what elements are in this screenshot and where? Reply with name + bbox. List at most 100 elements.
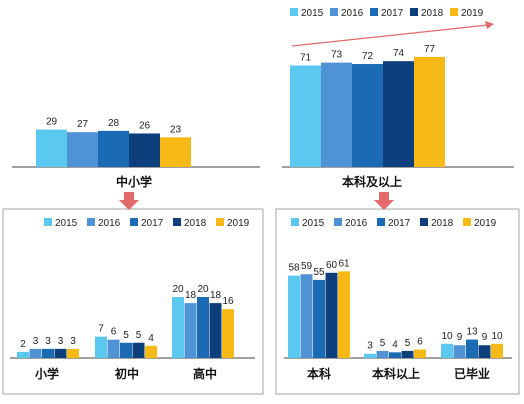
bottom-left-value-label-初中-2015: 7 (98, 324, 104, 335)
bottom-right-bar-本科-2017 (313, 279, 325, 358)
bottom-right-bar-已毕业-2016 (453, 345, 466, 358)
bottom-left-bar-高中-2019 (222, 309, 234, 358)
top-left-value-label-中小学-2016: 27 (77, 119, 89, 130)
top-left-category-label-0: 中小学 (116, 174, 152, 189)
top-right-bar-本科及以上-2016 (321, 62, 352, 167)
down-arrow-right (374, 192, 394, 210)
bottom-right-value-label-本科以上-2019: 6 (417, 336, 423, 347)
top-left-bar-中小学-2019 (160, 137, 191, 167)
bottom-right-value-label-本科-2017: 55 (313, 267, 325, 278)
bottom-right-legend-label-2015: 2015 (302, 218, 325, 229)
top-left-value-label-中小学-2018: 26 (139, 120, 151, 131)
bottom-right-value-label-已毕业-2018: 9 (482, 332, 488, 343)
bottom-left-value-label-高中-2017: 20 (197, 284, 209, 295)
bottom-left-bar-小学-2018 (54, 348, 67, 358)
bottom-right-legend-label-2019: 2019 (474, 218, 497, 229)
bottom-right-value-label-已毕业-2019: 10 (491, 331, 503, 342)
bottom-left-value-label-小学-2017: 3 (45, 336, 51, 347)
bottom-left-bar-小学-2019 (67, 348, 79, 358)
top-left-bar-中小学-2016 (67, 132, 98, 167)
bottom-right-value-label-本科以上-2017: 4 (392, 339, 398, 350)
bottom-right-category-label-0: 本科 (307, 366, 331, 381)
bottom-right-value-label-本科以上-2018: 5 (405, 338, 411, 349)
top-left-bar-中小学-2018 (129, 133, 160, 167)
bottom-right-value-label-本科-2015: 58 (288, 263, 300, 274)
bottom-left-value-label-高中-2015: 20 (172, 284, 184, 295)
bottom-left-category-label-2: 高中 (193, 366, 217, 381)
bottom-left-bar-小学-2015 (17, 351, 29, 358)
bottom-right-bar-本科以上-2019 (414, 349, 426, 358)
bottom-left-value-label-小学-2018: 3 (58, 336, 64, 347)
bottom-left-legend-swatch-2015 (44, 218, 52, 226)
bottom-left-legend-label-2018: 2018 (184, 218, 207, 229)
bottom-right-bar-已毕业-2018 (478, 345, 491, 358)
bottom-right-value-label-本科-2019: 61 (338, 258, 350, 269)
bottom-right-value-label-已毕业-2016: 9 (457, 332, 463, 343)
panel-frame-right (275, 208, 520, 395)
bottom-left-bar-初中-2015 (95, 336, 107, 358)
bottom-left-value-label-小学-2015: 2 (20, 339, 26, 350)
top-right-legend-label-2018: 2018 (421, 8, 444, 19)
top-left-value-label-中小学-2015: 29 (46, 117, 58, 128)
bottom-left-bar-高中-2016 (184, 303, 197, 358)
bottom-right-value-label-本科-2016: 59 (301, 261, 313, 272)
bottom-left-bar-初中-2018 (132, 342, 145, 358)
bottom-right-bar-已毕业-2015 (441, 343, 453, 358)
top-right-bar-本科及以上-2019 (414, 56, 445, 167)
bottom-left-legend-label-2017: 2017 (141, 218, 164, 229)
bottom-right-legend-label-2016: 2016 (345, 218, 368, 229)
bottom-left-bar-小学-2017 (42, 348, 54, 358)
bottom-right-category-label-2: 已毕业 (454, 366, 490, 381)
top-right-legend-swatch-2019 (450, 8, 458, 16)
bottom-left-value-label-初中-2017: 5 (123, 330, 129, 341)
bottom-left-value-label-小学-2016: 3 (33, 336, 39, 347)
top-right-trend-arrow-head (485, 21, 494, 29)
bottom-right-value-label-本科以上-2016: 5 (380, 338, 386, 349)
top-right-bar-本科及以上-2018 (383, 61, 414, 167)
top-right-category-label-0: 本科及以上 (342, 174, 402, 189)
top-right-trend-arrow-line (291, 24, 489, 47)
bottom-left-legend-label-2015: 2015 (55, 218, 78, 229)
bottom-left-value-label-初中-2018: 5 (136, 330, 142, 341)
bottom-left-bar-高中-2018 (209, 303, 222, 358)
top-right-value-label-本科及以上-2017: 72 (362, 51, 374, 62)
bottom-left-category-label-0: 小学 (35, 366, 59, 381)
bottom-left-bar-高中-2015 (172, 297, 184, 358)
bottom-right-bar-本科以上-2016 (376, 350, 389, 358)
bottom-left-legend-swatch-2017 (130, 218, 138, 226)
top-right-legend-swatch-2018 (410, 8, 418, 16)
down-arrow-left (119, 192, 139, 210)
bottom-right-legend-swatch-2017 (377, 218, 385, 226)
bottom-left-bar-初中-2017 (120, 342, 132, 358)
bottom-left-bar-高中-2017 (197, 297, 209, 358)
bottom-left-value-label-小学-2019: 3 (70, 336, 76, 347)
bottom-right-bar-本科-2019 (338, 271, 350, 358)
bottom-left-bar-小学-2016 (29, 348, 42, 358)
bottom-right-value-label-本科以上-2015: 3 (367, 341, 373, 352)
bottom-right-legend-swatch-2016 (334, 218, 342, 226)
bottom-left-bar-初中-2016 (107, 339, 120, 358)
bottom-right-legend-swatch-2015 (291, 218, 299, 226)
top-right-legend-label-2015: 2015 (301, 8, 324, 19)
bottom-left-category-label-1: 初中 (115, 366, 139, 381)
top-right-legend-swatch-2017 (370, 8, 378, 16)
top-right-value-label-本科及以上-2019: 77 (424, 44, 436, 55)
bottom-right-bar-本科以上-2015 (364, 353, 376, 358)
top-left-value-label-中小学-2019: 23 (170, 124, 182, 135)
bottom-left-value-label-高中-2019: 16 (222, 296, 234, 307)
top-left-bar-中小学-2017 (98, 130, 129, 167)
top-right-legend-swatch-2015 (290, 8, 298, 16)
top-left-bar-中小学-2015 (36, 129, 67, 167)
bottom-right-bar-已毕业-2017 (466, 339, 478, 358)
top-right-legend-swatch-2016 (330, 8, 338, 16)
top-right-legend-label-2019: 2019 (461, 8, 484, 19)
bottom-right-bar-本科以上-2017 (389, 352, 401, 358)
top-right-value-label-本科及以上-2015: 71 (300, 52, 312, 63)
bottom-left-value-label-初中-2016: 6 (111, 327, 117, 338)
bottom-right-legend-swatch-2019 (463, 218, 471, 226)
bottom-right-value-label-已毕业-2015: 10 (441, 331, 453, 342)
bottom-right-bar-本科-2016 (300, 274, 313, 358)
bottom-right-value-label-已毕业-2017: 13 (466, 327, 478, 338)
bottom-right-legend-swatch-2018 (420, 218, 428, 226)
